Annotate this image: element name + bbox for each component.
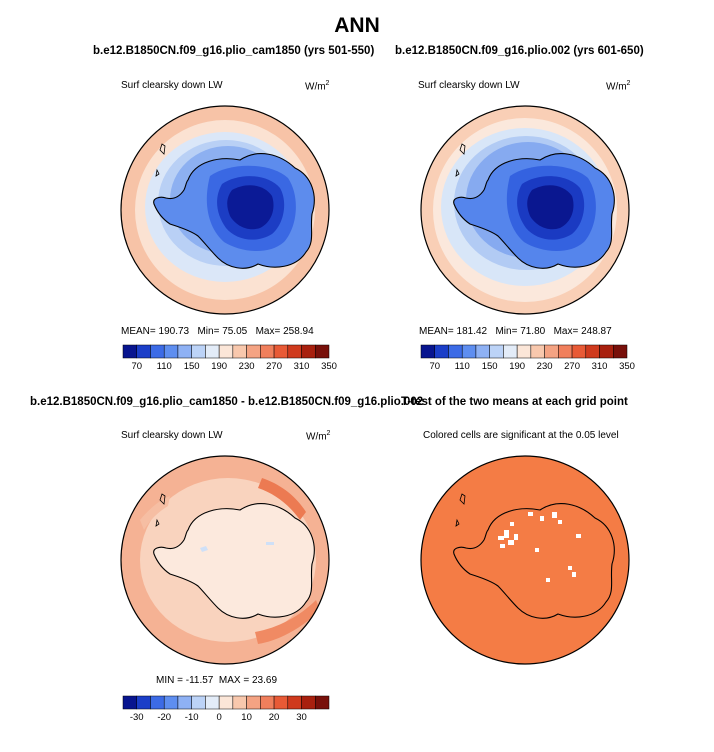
colorbar-swatch: [191, 344, 206, 359]
colorbar-tick-label: 350: [619, 361, 635, 372]
colorbar-swatch: [218, 695, 234, 710]
colorbar-tick-label: 0: [216, 712, 221, 723]
colorbar-swatch: [163, 695, 179, 710]
colorbar-swatch: [585, 344, 600, 359]
panel-4-title: T-test of the two means at each grid poi…: [401, 396, 628, 408]
colorbar-tick-label: 150: [184, 361, 200, 372]
colorbar-swatch: [544, 344, 559, 359]
colorbar-swatch: [232, 344, 247, 359]
colorbar-tick-label: -30: [130, 712, 144, 723]
colorbar-swatch: [246, 695, 261, 710]
colorbar-swatch: [558, 344, 573, 359]
colorbar-swatch: [122, 344, 137, 359]
panel-1-stats: MEAN= 190.73 Min= 75.05 Max= 258.94: [121, 326, 314, 337]
colorbar-swatch: [273, 344, 289, 359]
colorbar-swatch: [287, 695, 302, 710]
colorbar-panel-1: 70 110 150 190 230 270 310 350: [122, 344, 337, 372]
colorbar-swatch: [516, 344, 532, 359]
colorbar-tick-label: 190: [509, 361, 525, 372]
panel-1-units: W/m2: [305, 80, 330, 93]
colorbar-swatch: [260, 695, 275, 710]
colorbar-tick-label: 350: [321, 361, 337, 372]
colorbar-tick-label: -20: [157, 712, 171, 723]
colorbar-swatch: [434, 344, 449, 359]
colorbar-panel-2: 70 110 150 190 230 270 310 350: [420, 344, 635, 372]
panel-2-field-label: Surf clearsky down LW: [418, 80, 520, 91]
colorbar-swatch: [191, 695, 206, 710]
map-panel-3: [121, 456, 329, 664]
colorbar-panel-3: -30 -20 -10 0 10 20 30: [122, 695, 330, 723]
colorbar-tick-label: -10: [185, 712, 199, 723]
colorbar-tick-label: 110: [157, 361, 172, 372]
colorbar-swatch: [571, 344, 587, 359]
panel-4-field-label: Colored cells are significant at the 0.0…: [423, 430, 619, 441]
colorbar-tick-label: 20: [269, 712, 280, 723]
colorbar-swatch: [136, 695, 151, 710]
colorbar-tick-label: 70: [131, 361, 142, 372]
panel-2-units: W/m2: [606, 80, 631, 93]
colorbar-swatch: [420, 344, 435, 359]
colorbar-swatch: [177, 344, 192, 359]
colorbar-swatch: [489, 344, 504, 359]
colorbar-tick-label: 310: [294, 361, 310, 372]
colorbar-swatch: [218, 344, 234, 359]
colorbar-swatch: [530, 344, 545, 359]
panel-3-field-label: Surf clearsky down LW: [121, 430, 223, 441]
colorbar-tick-label: 310: [592, 361, 608, 372]
colorbar-swatch: [232, 695, 247, 710]
colorbar-swatch: [503, 344, 518, 359]
colorbar-swatch: [475, 344, 490, 359]
colorbar-swatch: [301, 344, 316, 359]
colorbar-swatch: [448, 344, 463, 359]
colorbar-swatch: [177, 695, 192, 710]
panel-3-title: b.e12.B1850CN.f09_g16.plio_cam1850 - b.e…: [30, 396, 424, 408]
colorbar-swatch: [163, 344, 179, 359]
colorbar-swatch: [461, 344, 477, 359]
colorbar-swatch: [150, 695, 165, 710]
panel-2-stats: MEAN= 181.42 Min= 71.80 Max= 248.87: [419, 326, 612, 337]
colorbar-tick-label: 150: [482, 361, 498, 372]
panel-1-field-label: Surf clearsky down LW: [121, 80, 223, 91]
map-panel-2: [421, 106, 629, 314]
colorbar-swatch: [315, 344, 330, 359]
colorbar-tick-label: 70: [429, 361, 440, 372]
page-title: ANN: [334, 14, 380, 37]
colorbar-swatch: [613, 344, 628, 359]
colorbar-swatch: [136, 344, 151, 359]
colorbar-tick-label: 230: [239, 361, 255, 372]
map-panel-4: [421, 456, 629, 664]
panel-1-title: b.e12.B1850CN.f09_g16.plio_cam1850 (yrs …: [93, 45, 375, 57]
colorbar-tick-label: 270: [266, 361, 282, 372]
colorbar-swatch: [287, 344, 302, 359]
panel-3-units: W/m2: [306, 430, 331, 443]
colorbar-tick-label: 10: [241, 712, 252, 723]
panel-2-title: b.e12.B1850CN.f09_g16.plio.002 (yrs 601-…: [395, 45, 644, 57]
colorbar-tick-label: 30: [296, 712, 307, 723]
colorbar-swatch: [273, 695, 289, 710]
colorbar-swatch: [301, 695, 316, 710]
colorbar-swatch: [205, 344, 220, 359]
colorbar-tick-label: 230: [537, 361, 553, 372]
colorbar-swatch: [315, 695, 330, 710]
colorbar-swatch: [599, 344, 614, 359]
colorbar-swatch: [205, 695, 220, 710]
colorbar-swatch: [122, 695, 137, 710]
map-panel-1: [121, 106, 329, 314]
colorbar-tick-label: 110: [455, 361, 470, 372]
colorbar-swatch: [246, 344, 261, 359]
colorbar-tick-label: 190: [211, 361, 227, 372]
panel-3-stats: MIN = -11.57 MAX = 23.69: [156, 675, 278, 686]
colorbar-tick-label: 270: [564, 361, 580, 372]
colorbar-swatch: [260, 344, 275, 359]
colorbar-swatch: [150, 344, 165, 359]
